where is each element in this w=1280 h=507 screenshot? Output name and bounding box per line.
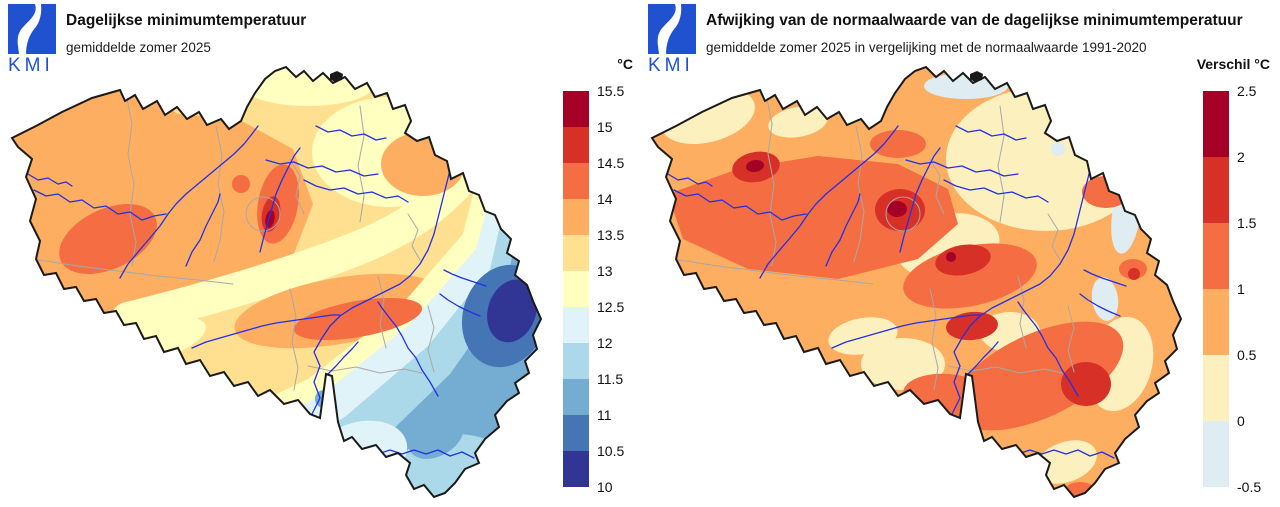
colorbar-tick-label: 13 (597, 263, 613, 279)
colorbar-segment (1203, 223, 1229, 289)
band-14-14-5-patches (59, 164, 423, 341)
colorbar-tick-label: -0.5 (1237, 479, 1262, 495)
colorbar-tick-label: 1.5 (1237, 215, 1257, 231)
colorbar-segment (563, 451, 589, 487)
left-colorbar-ticks: 15.5 15 14.5 14 13.5 13 12.5 12 11.5 11 10.5 10 (597, 83, 649, 495)
colorbar-tick-label: 11.5 (597, 371, 624, 387)
colorbar-segment (1203, 289, 1229, 355)
colorbar-segment (563, 343, 589, 379)
right-colorbar (1203, 91, 1229, 487)
left-legend-unit-label: °C (617, 56, 633, 72)
colorbar-tick-label: 13.5 (597, 227, 625, 243)
colorbar-segment (1203, 157, 1229, 223)
right-colorbar-ticks: 2.5 2 1.5 1 0.5 0 -0.5 (1237, 83, 1280, 495)
left-colorbar (563, 91, 589, 487)
colorbar-tick-label: 12.5 (597, 299, 625, 315)
colorbar-tick-label: 0 (1237, 413, 1245, 429)
colorbar-tick-label: 12 (597, 335, 613, 351)
colorbar-tick-label: 14.5 (597, 155, 625, 171)
colorbar-tick-label: 15 (597, 119, 613, 135)
colorbar-segment (1203, 421, 1229, 487)
kmi-logo-right: KMI (648, 4, 708, 75)
right-colorbar-legend: Verschil °C 2.5 2 1.5 1 0.5 0 -0.5 (1197, 56, 1270, 495)
colorbar-tick-label: 15.5 (597, 83, 625, 99)
colorbar-tick-label: 2 (1237, 149, 1245, 165)
kmi-logo-mark (648, 4, 696, 54)
colorbar-tick-label: 10 (597, 479, 613, 495)
colorbar-tick-label: 11 (597, 407, 612, 423)
band-10-10-5-high-fens (487, 279, 537, 343)
kmi-logo-text: KMI (648, 55, 694, 76)
colorbar-tick-label: 2.5 (1237, 83, 1257, 99)
kmi-logo-left: KMI (8, 4, 68, 75)
anomaly-above-2-cores (746, 159, 956, 262)
colorbar-segment (563, 199, 589, 235)
colorbar-tick-label: 0.5 (1237, 347, 1257, 363)
left-map-title: Dagelijkse minimumtemperatuur (66, 12, 307, 29)
colorbar-segment (563, 91, 589, 127)
colorbar-segment (563, 235, 589, 271)
colorbar-segment (563, 163, 589, 199)
enclave-island (330, 71, 343, 82)
kmi-logo-text: KMI (8, 55, 54, 76)
colorbar-segment (563, 415, 589, 451)
left-colorbar-legend: °C 15.5 15 14.5 14 13.5 13 12.5 12 11.5 11 10.5 10 (563, 56, 633, 495)
colorbar-segment (1203, 355, 1229, 421)
left-map-belgium-min-temperature (11, 66, 542, 498)
colorbar-segment (563, 271, 589, 307)
right-map-belgium-temperature-anomaly (651, 66, 1182, 498)
kmi-logo-mark (8, 4, 56, 54)
right-legend-unit-label: Verschil °C (1196, 56, 1270, 72)
colorbar-segment (563, 307, 589, 343)
right-map-title: Afwijking van de normaalwaarde van de da… (706, 12, 1243, 29)
left-map-subtitle: gemiddelde zomer 2025 (66, 40, 211, 55)
colorbar-tick-label: 1 (1237, 281, 1245, 297)
colorbar-tick-label: 10.5 (597, 443, 625, 459)
colorbar-tick-label: 14 (597, 191, 613, 207)
colorbar-segment (1203, 91, 1229, 157)
right-map-subtitle: gemiddelde zomer 2025 in vergelijking me… (706, 40, 1147, 55)
enclave-island (970, 71, 983, 82)
colorbar-segment (563, 379, 589, 415)
colorbar-segment (563, 127, 589, 163)
